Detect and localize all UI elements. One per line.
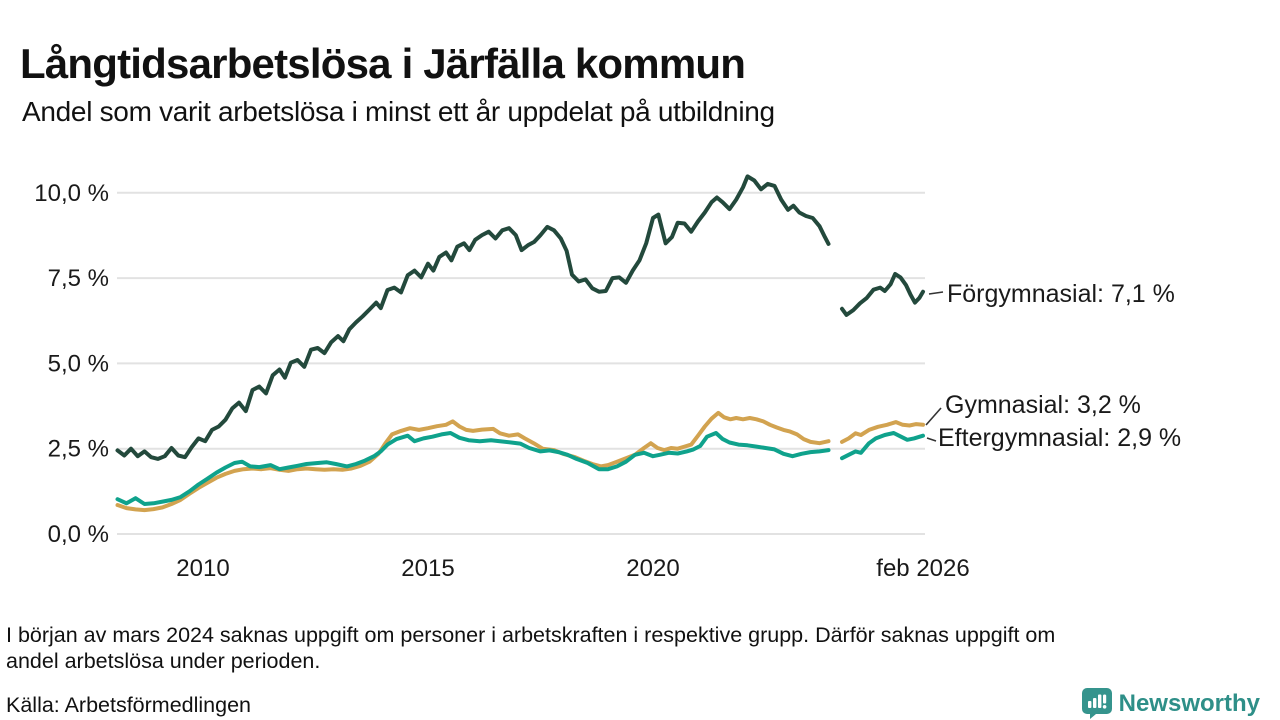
x-axis-labels: 2010 2015 2020 feb 2026 <box>176 555 969 582</box>
x-tick-label: 2020 <box>626 555 679 582</box>
y-tick-label: 5,0 % <box>48 350 109 377</box>
y-tick-label: 2,5 % <box>48 436 109 463</box>
series-line <box>840 431 925 461</box>
footnote-line-2: andel arbetslösa under perioden. <box>6 649 321 673</box>
series-gymnasial: Gymnasial: 3,2 % <box>115 391 1141 513</box>
series-line <box>115 174 831 461</box>
y-axis-labels: 10,0 % 7,5 % 5,0 % 2,5 % 0,0 % <box>34 180 109 548</box>
newsworthy-logo: Newsworthy <box>1081 688 1260 719</box>
chart-footnote: I början av mars 2024 saknas uppgift om … <box>6 622 1246 674</box>
series-end-label: Eftergymnasial: 2,9 % <box>938 424 1181 452</box>
series-end-label: Gymnasial: 3,2 % <box>945 391 1141 419</box>
series-line <box>115 410 831 513</box>
series-forgymnasial: Förgymnasial: 7,1 % <box>115 174 1175 461</box>
gridlines <box>117 191 925 535</box>
label-connector <box>928 291 944 295</box>
chart-svg: 10,0 % 7,5 % 5,0 % 2,5 % 0,0 % 2010 2015 2020 fe… <box>34 174 1181 582</box>
y-tick-label: 10,0 % <box>34 180 109 207</box>
newsworthy-wordmark: Newsworthy <box>1118 689 1260 717</box>
series-eftergymnasial: Eftergymnasial: 2,9 % <box>115 424 1181 506</box>
chart-subtitle: Andel som varit arbetslösa i minst ett å… <box>22 96 775 127</box>
series-line <box>840 272 925 317</box>
x-tick-label: 2015 <box>401 555 454 582</box>
x-tick-label: 2010 <box>176 555 229 582</box>
y-tick-label: 0,0 % <box>48 521 109 548</box>
x-tick-label: feb 2026 <box>876 555 969 582</box>
label-connector <box>925 407 942 426</box>
y-tick-label: 7,5 % <box>48 265 109 292</box>
chart-area: 10,0 % 7,5 % 5,0 % 2,5 % 0,0 % 2010 2015 2020 fe… <box>0 160 1280 590</box>
newsworthy-icon <box>1081 688 1112 719</box>
series-line <box>115 431 831 506</box>
logo-bubble-shape <box>1081 688 1112 719</box>
footnote-line-1: I början av mars 2024 saknas uppgift om … <box>6 623 1056 647</box>
series-line <box>840 420 925 444</box>
label-connector <box>926 437 937 442</box>
series-end-label: Förgymnasial: 7,1 % <box>947 280 1175 308</box>
page-title: Långtidsarbetslösa i Järfälla kommun <box>20 40 746 88</box>
source-note: Källa: Arbetsförmedlingen <box>6 693 252 717</box>
